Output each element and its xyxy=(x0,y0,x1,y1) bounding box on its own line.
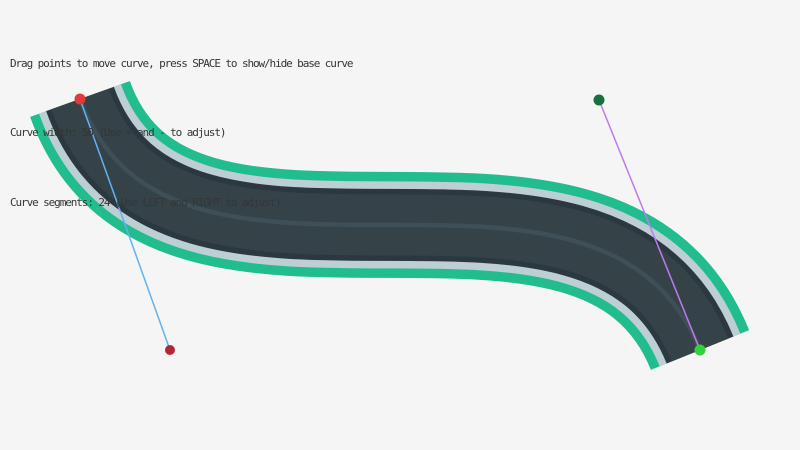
start-handle-line xyxy=(79,98,171,351)
control-point-end-control[interactable] xyxy=(593,94,605,106)
control-point-end-anchor[interactable] xyxy=(694,344,706,356)
hud-line-curve-width: Curve width: 50 (Use + and - to adjust) xyxy=(10,126,226,140)
control-point-start-control[interactable] xyxy=(165,345,175,355)
control-points xyxy=(74,93,706,356)
road xyxy=(30,78,750,372)
control-point-start-anchor[interactable] xyxy=(74,93,86,105)
hud-line-curve-segments: Curve segments: 24 (Use LEFT and RIGHT t… xyxy=(10,196,282,210)
control-handles xyxy=(79,98,701,351)
end-handle-line xyxy=(598,99,701,351)
hud-instructions: Drag points to move curve, press SPACE t… xyxy=(10,5,354,261)
hud-line-drag-hint: Drag points to move curve, press SPACE t… xyxy=(10,56,354,70)
road-center-line xyxy=(77,98,703,351)
